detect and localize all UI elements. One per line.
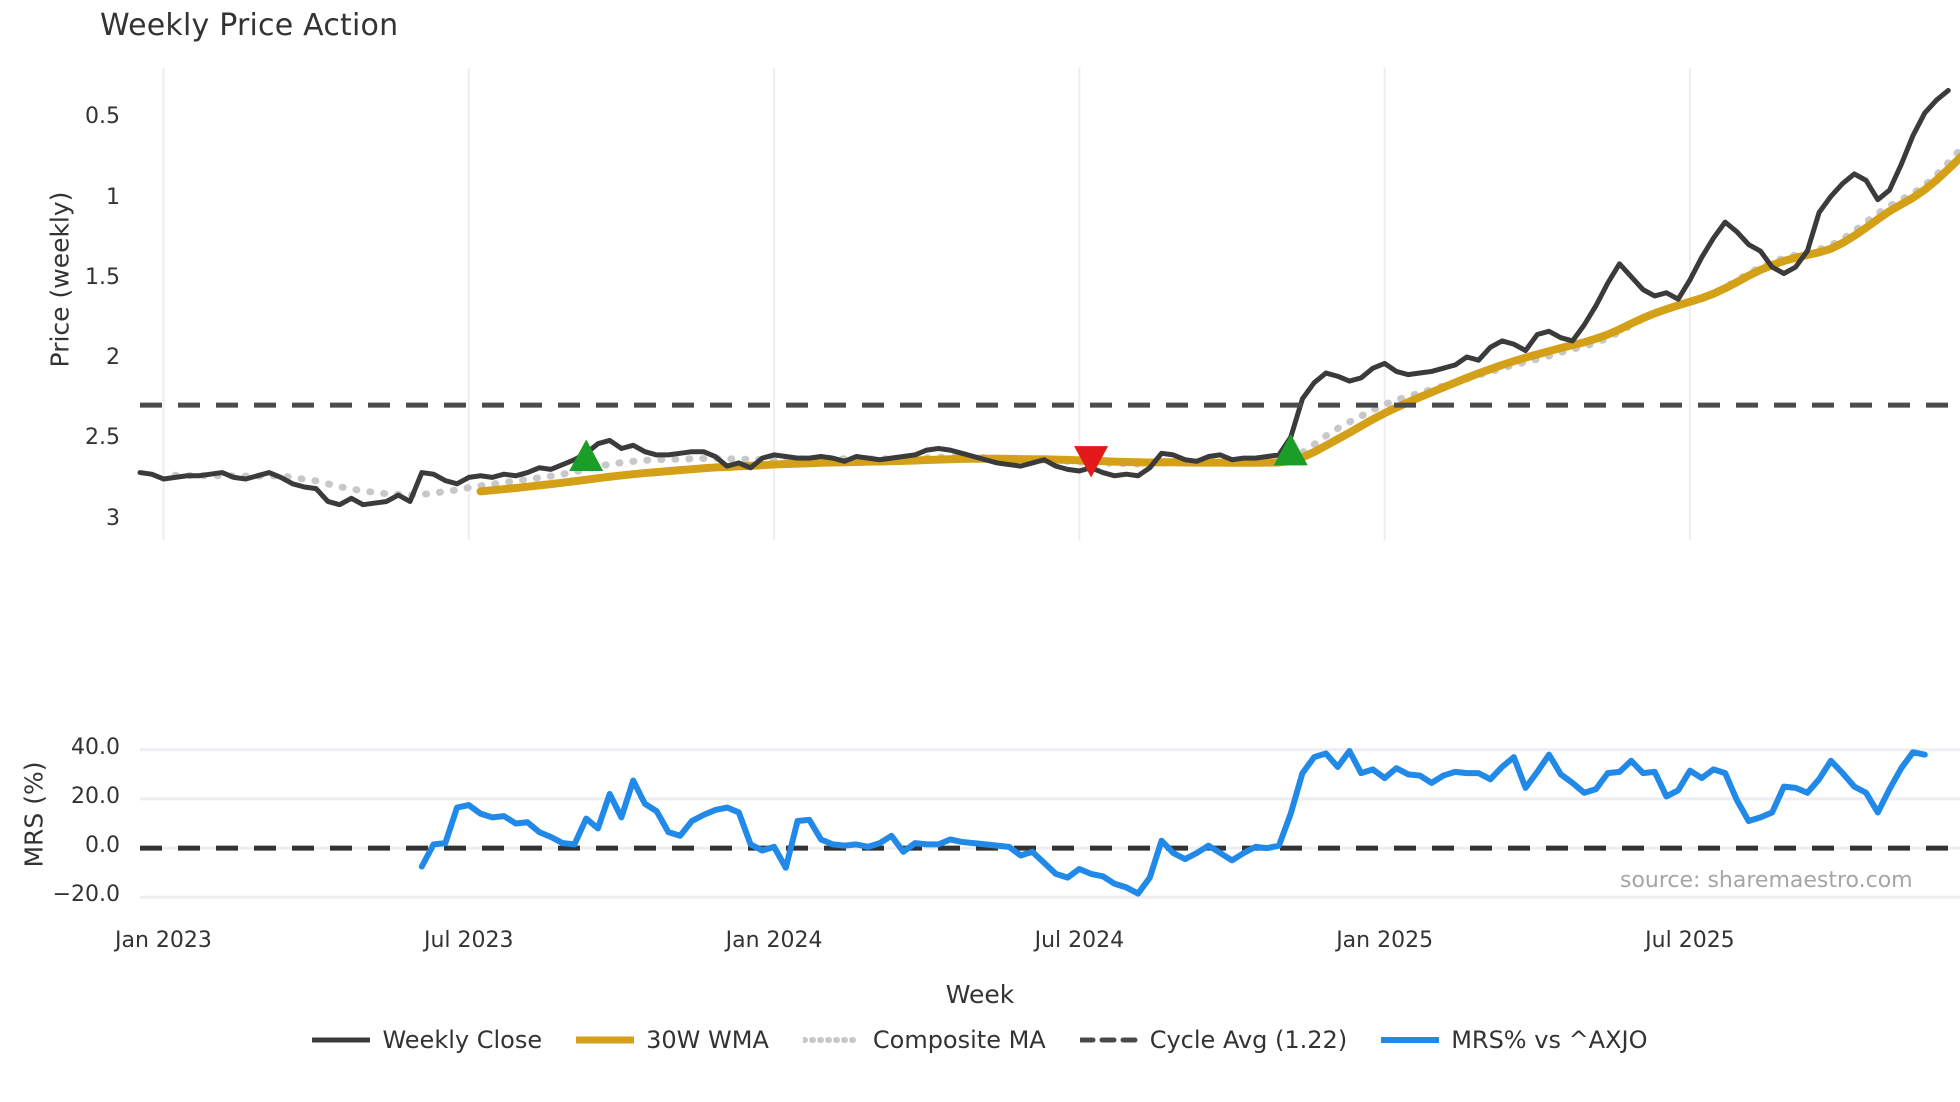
x-tick-2: Jan 2024 [725, 928, 823, 953]
source-attribution: source: sharemaestro.com [1620, 868, 1913, 893]
mrs-y-tick-3: 40.0 [71, 734, 120, 760]
price-series-weekly-close [137, 87, 1951, 508]
price-y-tick-4: 1 [106, 184, 120, 210]
legend-swatch-0 [312, 1037, 371, 1043]
chart-title: Weekly Price Action [100, 8, 399, 43]
buy-signal-marker-0 [569, 439, 604, 471]
price-y-tick-1: 2.5 [85, 425, 120, 451]
mrs-y-tick-2: 20.0 [71, 783, 120, 809]
x-tick-4: Jan 2025 [1336, 928, 1434, 953]
mrs-y-tick-0: −20.0 [52, 882, 120, 908]
legend-item-composite-ma[interactable]: Composite MA [802, 1026, 1046, 1054]
legend-label-2: Composite MA [872, 1026, 1046, 1054]
legend-label-1: 30W WMA [646, 1026, 769, 1054]
x-tick-5: Jul 2025 [1645, 928, 1735, 953]
legend-label-4: MRS% vs ^AXJO [1451, 1026, 1648, 1054]
mrs-series-line [418, 747, 1928, 897]
price-y-tick-3: 1.5 [85, 264, 120, 290]
mrs-y-tick-1: 0.0 [85, 833, 120, 859]
chart-legend: Weekly Close 30W WMA Composite MA Cycle Avg… [0, 1026, 1960, 1054]
legend-swatch-2 [802, 1037, 861, 1043]
buy-signal-marker-2 [1273, 433, 1308, 466]
legend-swatch-1 [576, 1036, 635, 1044]
legend-item-30w-wma[interactable]: 30W WMA [576, 1026, 769, 1054]
price-series-30w-wma [476, 152, 1960, 496]
price-y-tick-5: 0.5 [85, 104, 120, 130]
legend-item-weekly-close[interactable]: Weekly Close [312, 1026, 542, 1054]
legend-label-0: Weekly Close [382, 1026, 543, 1054]
legend-item-cycle-avg-1-22[interactable]: Cycle Avg (1.22) [1079, 1026, 1348, 1054]
legend-swatch-3 [1079, 1037, 1138, 1043]
x-tick-1: Jul 2023 [424, 928, 514, 953]
legend-swatch-4 [1381, 1037, 1440, 1043]
x-axis-label: Week [945, 980, 1015, 1009]
legend-item-mrs-vs-axjo[interactable]: MRS% vs ^AXJO [1381, 1026, 1648, 1054]
price-series-composite-ma [171, 144, 1960, 499]
price-y-tick-2: 2 [106, 345, 120, 371]
x-tick-3: Jul 2024 [1034, 928, 1125, 953]
price-y-tick-0: 3 [106, 505, 120, 531]
plot-area [137, 68, 1960, 899]
sell-signal-marker-1 [1074, 446, 1109, 478]
x-tick-0: Jan 2023 [115, 928, 212, 953]
legend-label-3: Cycle Avg (1.22) [1149, 1026, 1348, 1054]
